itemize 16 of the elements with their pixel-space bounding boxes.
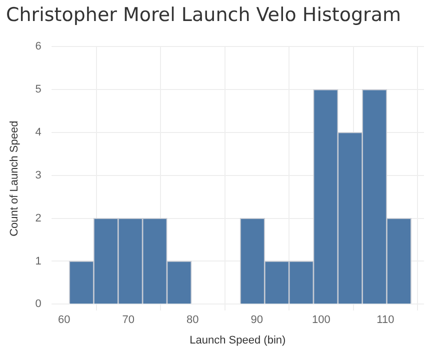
x-tick-label: 60 — [58, 314, 70, 326]
x-tick-label: 110 — [376, 314, 394, 326]
y-tick-label: 5 — [35, 84, 42, 96]
x-tick-label: 100 — [312, 314, 330, 326]
y-tick-label: 2 — [35, 212, 42, 224]
y-tick-label: 6 — [35, 40, 42, 53]
x-axis-title: Launch Speed (bin) — [190, 334, 286, 346]
y-tick-label: 3 — [35, 169, 42, 182]
chart-title: Christopher Morel Launch Velo Histogram — [6, 4, 401, 26]
x-tick-label: 70 — [122, 314, 135, 326]
x-tick-label: 90 — [250, 314, 264, 326]
y-tick-label: 4 — [35, 126, 42, 138]
y-tick-label: 1 — [35, 255, 42, 268]
y-tick-label: 0 — [35, 298, 42, 310]
y-axis-title: Count of Launch Speed — [8, 120, 21, 236]
x-tick-label: 80 — [186, 314, 199, 326]
